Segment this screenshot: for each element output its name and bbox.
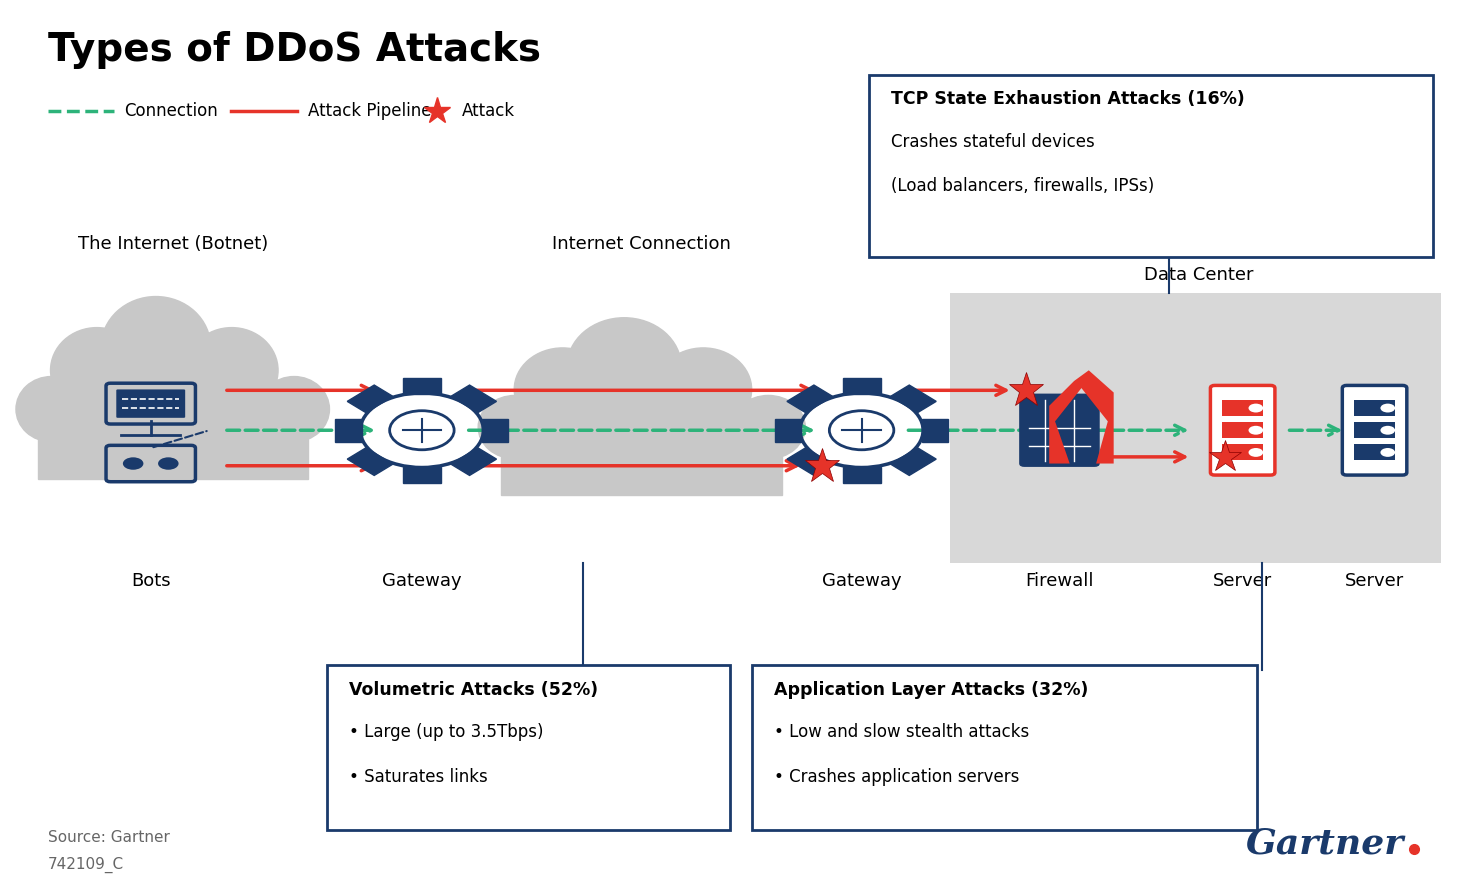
Ellipse shape [102, 297, 211, 398]
FancyBboxPatch shape [949, 293, 1440, 564]
Ellipse shape [731, 395, 805, 459]
Text: The Internet (Botnet): The Internet (Botnet) [78, 235, 268, 253]
FancyBboxPatch shape [1355, 401, 1394, 416]
Text: Data Center: Data Center [1144, 266, 1253, 284]
Polygon shape [787, 385, 833, 413]
Circle shape [122, 457, 143, 470]
FancyBboxPatch shape [501, 427, 783, 495]
Circle shape [1381, 426, 1394, 435]
Polygon shape [843, 467, 880, 483]
FancyBboxPatch shape [38, 409, 308, 479]
Ellipse shape [258, 376, 330, 442]
FancyBboxPatch shape [1355, 444, 1394, 461]
Text: Gateway: Gateway [382, 573, 461, 590]
Polygon shape [921, 418, 948, 442]
Ellipse shape [16, 376, 87, 442]
Text: Bots: Bots [131, 573, 171, 590]
Ellipse shape [478, 395, 553, 459]
FancyBboxPatch shape [1020, 394, 1100, 466]
Circle shape [1248, 403, 1263, 412]
Polygon shape [451, 385, 497, 413]
Ellipse shape [50, 328, 143, 413]
Text: Attack: Attack [461, 101, 514, 120]
FancyBboxPatch shape [1222, 401, 1263, 416]
Circle shape [158, 457, 178, 470]
Polygon shape [890, 448, 936, 476]
Ellipse shape [567, 318, 681, 416]
Text: Crashes stateful devices: Crashes stateful devices [890, 133, 1095, 151]
Text: Firewall: Firewall [1026, 573, 1094, 590]
Text: Server: Server [1213, 573, 1272, 590]
Text: Source: Gartner: Source: Gartner [49, 830, 170, 845]
Text: Connection: Connection [124, 101, 218, 120]
Text: Internet Connection: Internet Connection [553, 235, 731, 253]
Text: 742109_C: 742109_C [49, 857, 124, 873]
FancyBboxPatch shape [1222, 422, 1263, 438]
Text: Gartner: Gartner [1246, 827, 1403, 861]
Polygon shape [787, 448, 833, 476]
Text: (Load balancers, firewalls, IPSs): (Load balancers, firewalls, IPSs) [890, 177, 1154, 195]
Text: • Low and slow stealth attacks: • Low and slow stealth attacks [774, 723, 1029, 741]
Text: Volumetric Attacks (52%): Volumetric Attacks (52%) [348, 681, 598, 699]
Ellipse shape [514, 348, 610, 431]
FancyBboxPatch shape [1343, 385, 1406, 475]
Polygon shape [843, 378, 880, 394]
Polygon shape [451, 448, 497, 476]
Text: Application Layer Attacks (32%): Application Layer Attacks (32%) [774, 681, 1088, 699]
FancyBboxPatch shape [1222, 444, 1263, 461]
Text: • Crashes application servers: • Crashes application servers [774, 768, 1019, 786]
FancyBboxPatch shape [752, 666, 1257, 830]
Circle shape [1381, 448, 1394, 457]
Polygon shape [402, 378, 441, 394]
Polygon shape [348, 385, 394, 413]
Text: TCP State Exhaustion Attacks (16%): TCP State Exhaustion Attacks (16%) [890, 90, 1244, 108]
Text: • Saturates links: • Saturates links [348, 768, 488, 786]
Polygon shape [1049, 370, 1114, 463]
Circle shape [1248, 448, 1263, 457]
Polygon shape [890, 385, 936, 413]
Ellipse shape [654, 348, 752, 431]
Text: Types of DDoS Attacks: Types of DDoS Attacks [49, 30, 541, 69]
Polygon shape [348, 448, 394, 476]
Text: Server: Server [1344, 573, 1405, 590]
FancyBboxPatch shape [116, 390, 186, 418]
Circle shape [1248, 426, 1263, 435]
Circle shape [1381, 403, 1394, 412]
Ellipse shape [186, 328, 279, 413]
FancyBboxPatch shape [1355, 422, 1394, 438]
Text: Gateway: Gateway [822, 573, 902, 590]
Polygon shape [775, 418, 802, 442]
Text: • Large (up to 3.5Tbps): • Large (up to 3.5Tbps) [348, 723, 542, 741]
FancyBboxPatch shape [1210, 385, 1275, 475]
Polygon shape [482, 418, 509, 442]
Polygon shape [336, 418, 361, 442]
Ellipse shape [501, 378, 783, 491]
Polygon shape [402, 467, 441, 483]
Ellipse shape [38, 358, 308, 475]
Text: Attack Pipeline: Attack Pipeline [308, 101, 430, 120]
FancyBboxPatch shape [327, 666, 730, 830]
FancyBboxPatch shape [868, 75, 1433, 257]
